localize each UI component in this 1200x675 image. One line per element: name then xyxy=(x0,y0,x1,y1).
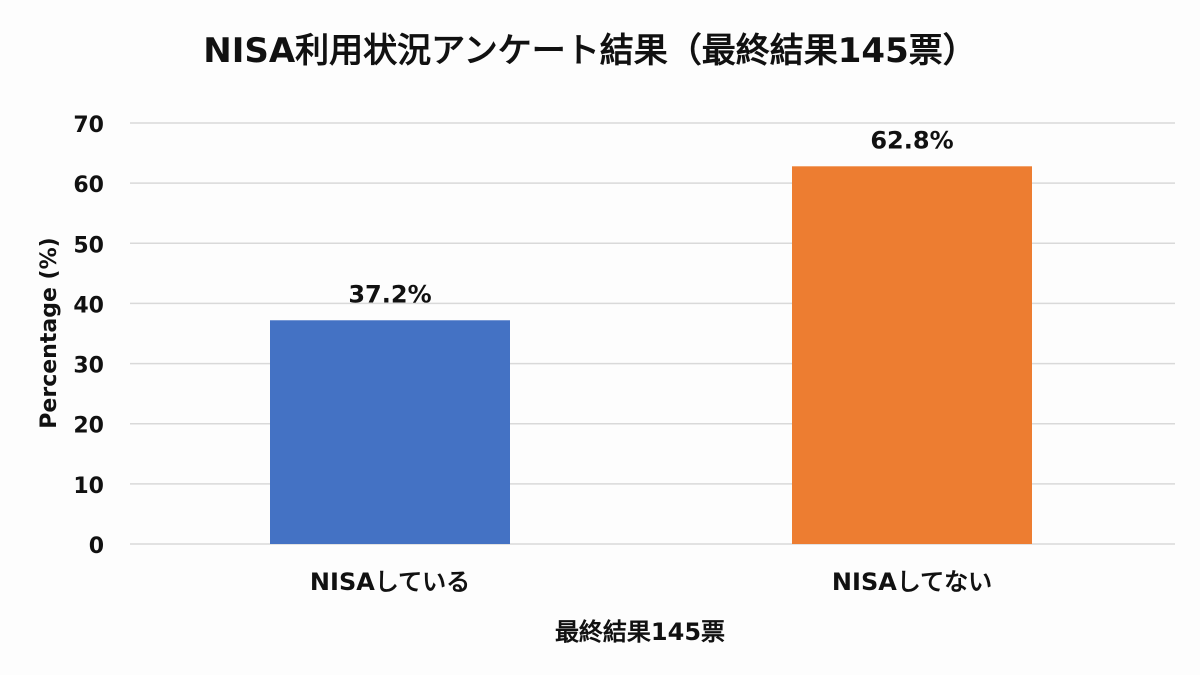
data-label: 62.8% xyxy=(870,126,953,154)
y-tick-label: 20 xyxy=(73,414,104,439)
x-tick-label: NISAしている xyxy=(310,568,470,596)
y-tick-label: 0 xyxy=(89,534,104,559)
y-tick-label: 50 xyxy=(73,233,104,258)
bar xyxy=(270,320,510,544)
chart-title: NISA利用状況アンケート結果（最終結果145票） xyxy=(203,31,977,71)
x-axis-label: 最終結果145票 xyxy=(555,618,725,646)
y-tick-label: 10 xyxy=(73,474,104,499)
y-tick-label: 70 xyxy=(73,113,104,138)
x-tick-label: NISAしてない xyxy=(832,568,992,596)
y-axis-label: Percentage (%) xyxy=(37,237,62,428)
y-tick-label: 30 xyxy=(73,354,104,379)
y-tick-label: 40 xyxy=(73,293,104,318)
bar xyxy=(792,166,1032,544)
y-tick-label: 60 xyxy=(73,173,104,198)
data-label: 37.2% xyxy=(348,280,431,308)
